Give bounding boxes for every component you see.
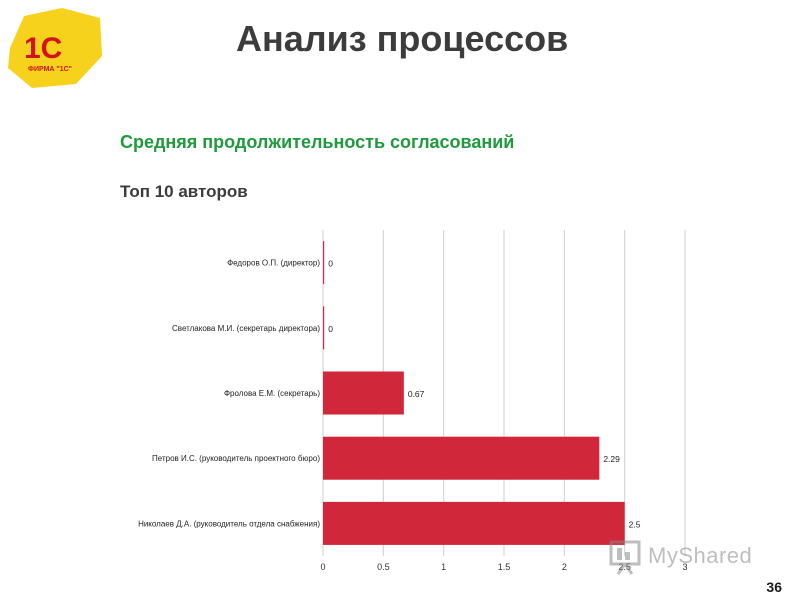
bar bbox=[323, 436, 600, 480]
category-label: Петров И.С. (руководитель проектного бюр… bbox=[152, 454, 320, 463]
1c-logo-icon: 1С ФИРМА "1С" bbox=[8, 8, 102, 88]
value-label: 2.29 bbox=[603, 454, 620, 464]
x-tick-label: 2 bbox=[562, 562, 567, 572]
value-label: 0 bbox=[328, 324, 333, 334]
x-tick-label: 0 bbox=[320, 562, 325, 572]
slide-title: Анализ процессов bbox=[236, 18, 569, 59]
x-tick-label: 1 bbox=[441, 562, 446, 572]
value-label: 0.67 bbox=[408, 389, 425, 399]
logo-text: 1С bbox=[24, 32, 62, 65]
category-label: Фролова Е.М. (секретарь) bbox=[224, 389, 320, 398]
category-label: Николаев Д.А. (руководитель отдела снабж… bbox=[138, 519, 320, 528]
watermark-text: MyShared bbox=[648, 543, 753, 568]
watermark: MyShared bbox=[608, 536, 752, 576]
page-number: 36 bbox=[766, 579, 782, 595]
logo-caption: ФИРМА "1С" bbox=[28, 66, 72, 73]
bar bbox=[323, 371, 404, 415]
chart-subtitle: Топ 10 авторов bbox=[120, 182, 248, 201]
category-label: Федоров О.П. (директор) bbox=[227, 259, 320, 268]
bar bbox=[323, 241, 325, 285]
x-tick-label: 3 bbox=[682, 562, 687, 572]
chart-title: Средняя продолжительность согласований bbox=[120, 132, 515, 152]
category-label: Светлакова М.И. (секретарь директора) bbox=[172, 324, 320, 333]
x-tick-label: 1.5 bbox=[498, 562, 511, 572]
bar bbox=[323, 306, 325, 350]
value-label: 0 bbox=[328, 259, 333, 269]
presentation-icon bbox=[609, 540, 641, 575]
bar bbox=[323, 501, 625, 545]
x-tick-label: 0.5 bbox=[377, 562, 390, 572]
value-label: 2.5 bbox=[629, 519, 641, 529]
